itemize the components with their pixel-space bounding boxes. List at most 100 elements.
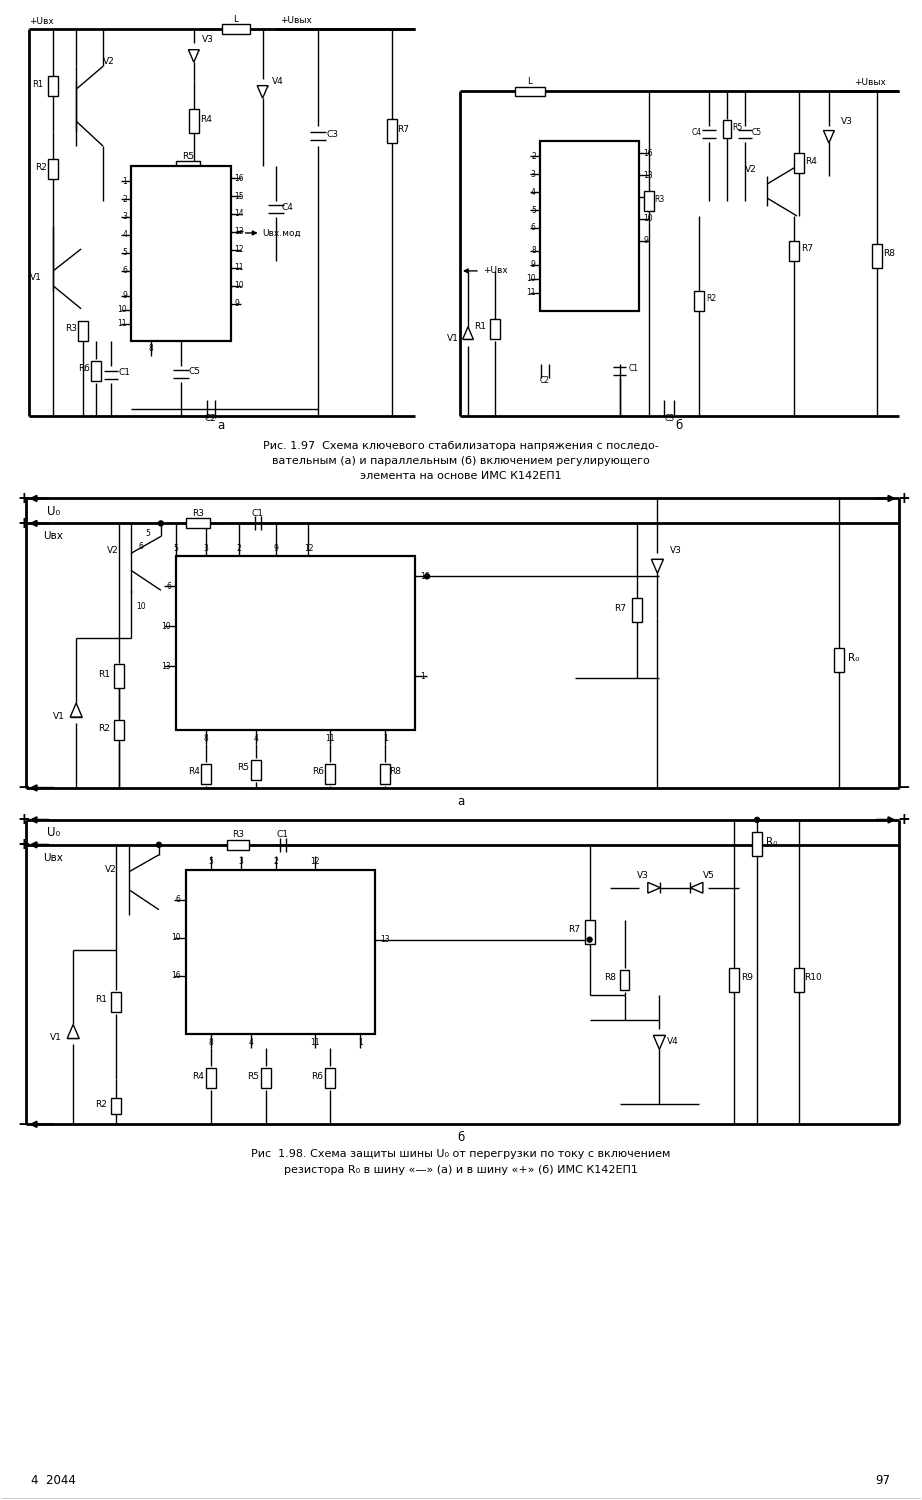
Text: V3: V3: [202, 34, 214, 44]
Bar: [539, 141, 640, 310]
Bar: [620, 969, 630, 990]
Bar: [325, 764, 336, 784]
Polygon shape: [691, 882, 703, 892]
Text: 10: 10: [644, 214, 653, 223]
Text: 11: 11: [235, 264, 244, 273]
Text: 2: 2: [273, 858, 278, 867]
Text: 6: 6: [531, 224, 536, 232]
Text: 4: 4: [254, 734, 258, 742]
Text: L: L: [527, 76, 532, 86]
Text: 11: 11: [526, 288, 536, 297]
Text: R7: R7: [397, 124, 409, 134]
Text: 1: 1: [383, 734, 387, 742]
Text: 15: 15: [235, 192, 244, 201]
Text: 3: 3: [204, 544, 208, 554]
Bar: [201, 764, 211, 784]
Text: R4: R4: [200, 114, 212, 123]
Bar: [490, 320, 500, 339]
Bar: [644, 190, 655, 211]
Text: V5: V5: [703, 871, 715, 880]
Text: 8: 8: [531, 246, 536, 255]
Text: Uвх.мод: Uвх.мод: [263, 228, 301, 237]
Text: 2: 2: [123, 195, 127, 204]
Text: 9: 9: [531, 261, 536, 270]
Text: 5: 5: [173, 544, 178, 554]
Text: R3: R3: [655, 195, 665, 204]
Text: R1: R1: [98, 669, 110, 678]
Text: C5: C5: [752, 128, 762, 136]
Bar: [872, 244, 881, 268]
Text: 8: 8: [148, 344, 153, 352]
Circle shape: [587, 938, 592, 942]
Bar: [221, 24, 250, 34]
Text: R8: R8: [882, 249, 894, 258]
Text: R5: R5: [246, 1072, 259, 1082]
Polygon shape: [257, 86, 268, 98]
Text: R₀: R₀: [848, 652, 859, 663]
Bar: [78, 321, 89, 340]
Text: −: −: [17, 780, 30, 795]
Text: +Uвх: +Uвх: [30, 16, 54, 26]
Text: 2: 2: [236, 544, 241, 554]
Text: 10: 10: [526, 274, 536, 284]
Text: 6: 6: [139, 542, 144, 550]
Text: R8: R8: [605, 974, 617, 982]
Bar: [325, 1068, 336, 1089]
Text: 13: 13: [235, 228, 244, 237]
Text: 13: 13: [380, 934, 390, 944]
Text: C3: C3: [665, 414, 674, 423]
Text: V1: V1: [447, 334, 459, 344]
Text: C1: C1: [118, 368, 130, 376]
Bar: [186, 870, 375, 1035]
Text: 12: 12: [235, 246, 244, 255]
Text: 10: 10: [161, 621, 171, 630]
Circle shape: [754, 818, 760, 822]
Text: вательным (а) и параллельным (б) включением регулирующего: вательным (а) и параллельным (б) включен…: [272, 456, 650, 465]
Text: L: L: [233, 15, 238, 24]
Text: +: +: [17, 837, 30, 852]
Text: Rб: Rб: [78, 364, 90, 374]
Text: 5: 5: [146, 530, 150, 538]
Text: резистора R₀ в шину «—» (а) и в шину «+» (б) ИМС К142ЕП1: резистора R₀ в шину «—» (а) и в шину «+»…: [284, 1166, 638, 1174]
Text: 11: 11: [311, 1038, 320, 1047]
Text: 3: 3: [122, 213, 127, 222]
Text: R5: R5: [732, 123, 742, 132]
Text: +: +: [897, 813, 910, 828]
Text: 10: 10: [171, 933, 181, 942]
Text: а: а: [217, 419, 224, 432]
Text: C1: C1: [629, 364, 638, 374]
Text: 9: 9: [273, 544, 278, 554]
Text: R7: R7: [568, 926, 580, 934]
Text: R10: R10: [804, 974, 822, 982]
Text: R5: R5: [182, 152, 194, 160]
Text: R7: R7: [801, 244, 813, 254]
Text: 1: 1: [420, 672, 425, 681]
Text: 12: 12: [311, 858, 320, 867]
Bar: [227, 840, 249, 850]
Polygon shape: [67, 1024, 79, 1038]
Bar: [694, 291, 704, 310]
Text: 5: 5: [208, 858, 213, 867]
Text: 11: 11: [325, 734, 335, 742]
Text: а: а: [457, 795, 465, 808]
Text: 13: 13: [161, 662, 171, 670]
Text: +: +: [17, 813, 30, 828]
Polygon shape: [823, 130, 834, 142]
Text: V4: V4: [272, 76, 283, 86]
Bar: [111, 1098, 121, 1114]
Text: R1: R1: [95, 994, 107, 1004]
Text: R8: R8: [389, 768, 401, 777]
Bar: [114, 720, 124, 740]
Text: C1: C1: [277, 831, 289, 840]
Text: +: +: [897, 490, 910, 506]
Text: 5: 5: [531, 206, 536, 214]
Text: R2: R2: [35, 162, 47, 171]
Text: 6: 6: [166, 582, 171, 591]
Text: б: б: [457, 1131, 465, 1144]
Text: 6: 6: [176, 896, 181, 904]
Text: 10: 10: [235, 282, 244, 291]
Bar: [48, 159, 58, 178]
Text: +Uвх: +Uвх: [483, 267, 508, 276]
Text: 9: 9: [644, 237, 648, 246]
Text: C3: C3: [326, 129, 338, 138]
